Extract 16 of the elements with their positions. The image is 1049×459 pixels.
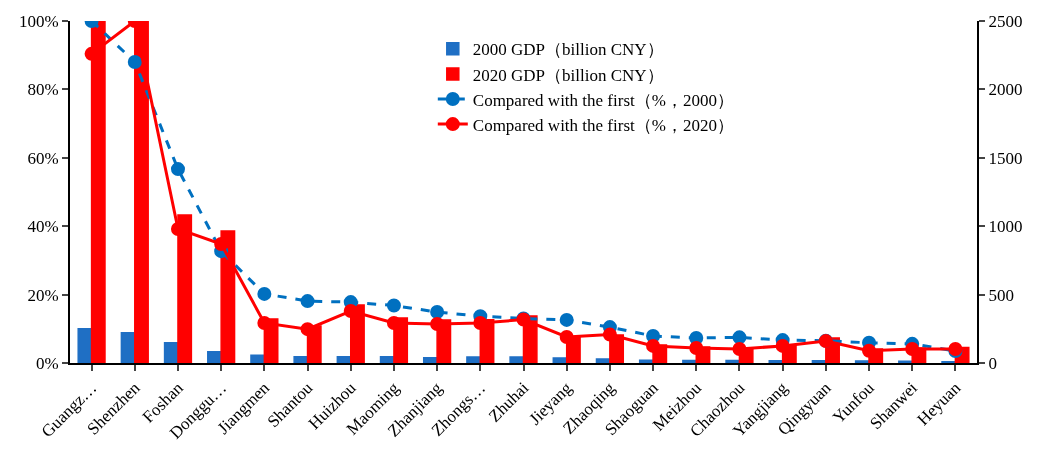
y2-tick-label: 2500 [988,11,1023,31]
y2-tick-label: 1500 [988,148,1023,168]
y2-tick-label: 500 [988,285,1014,305]
y-tick-label: 0% [35,353,59,373]
y2-tick-label: 2000 [988,80,1023,100]
y-tick-label: 60% [27,148,59,168]
y-tick-label: 80% [27,80,59,100]
legend-label: 2000 GDP（billion CNY） [472,40,664,60]
legend-label: Compared with the first（%，2020） [472,115,734,135]
legend-label: Compared with the first（%，2000） [472,90,734,110]
y2-tick-label: 1000 [988,217,1023,237]
y-tick-label: 40% [27,217,59,237]
y-tick-label: 100% [18,11,59,31]
y2-tick-label: 0 [988,353,997,373]
y-tick-label: 20% [27,285,59,305]
legend-label: 2020 GDP（billion CNY） [472,65,664,85]
